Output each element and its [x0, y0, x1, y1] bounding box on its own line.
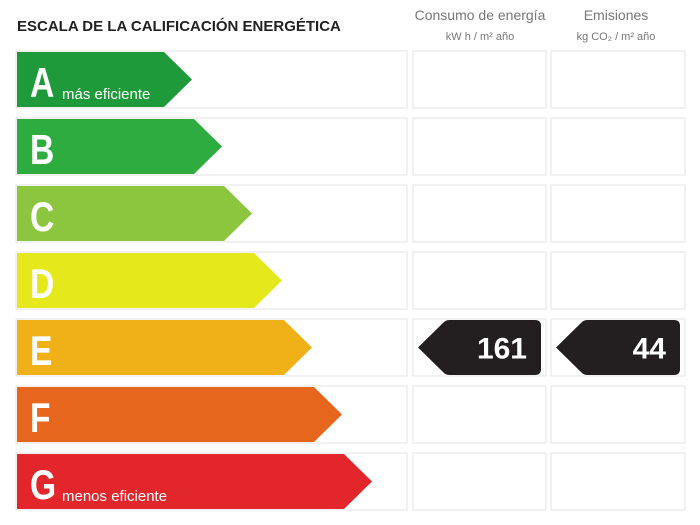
- rating-arrow: [17, 387, 342, 442]
- rating-indicator: [418, 320, 541, 375]
- column-unit: kW h / m² año: [446, 31, 514, 43]
- column-title: Emisiones: [584, 7, 649, 23]
- value-cell: [550, 117, 686, 176]
- rating-arrow: [17, 454, 372, 509]
- value-cell: [412, 251, 547, 310]
- rating-letter: A: [30, 61, 54, 107]
- rating-note: más eficiente: [62, 86, 150, 103]
- rating-letter: E: [30, 329, 52, 375]
- value-cell: [412, 452, 547, 511]
- value-cell: [550, 50, 686, 109]
- rating-value: 44: [633, 333, 667, 366]
- value-cell: [412, 184, 547, 243]
- rating-letter: G: [30, 463, 56, 509]
- value-cell: [550, 251, 686, 310]
- rating-arrow: [17, 186, 252, 241]
- rating-letter: F: [30, 396, 51, 442]
- value-cell: [550, 452, 686, 511]
- rating-arrow: [17, 253, 282, 308]
- value-cell: [550, 184, 686, 243]
- rating-note: menos eficiente: [62, 488, 167, 505]
- rating-letter: B: [30, 128, 54, 174]
- column-unit: kg CO₂ / m² año: [577, 31, 656, 43]
- rating-indicator: [556, 320, 680, 375]
- rating-letter: C: [30, 195, 54, 241]
- rating-arrow: [17, 119, 222, 174]
- rating-arrow: [17, 52, 192, 107]
- rating-value: 161: [477, 333, 527, 366]
- value-cell: [412, 117, 547, 176]
- label-title: ESCALA DE LA CALIFICACIÓN ENERGÉTICA: [17, 17, 341, 35]
- rating-letter: D: [30, 262, 54, 308]
- value-cell: [412, 50, 547, 109]
- column-title: Consumo de energía: [415, 7, 546, 23]
- rating-arrow: [17, 320, 312, 375]
- value-cell: [412, 385, 547, 444]
- value-cell: [550, 385, 686, 444]
